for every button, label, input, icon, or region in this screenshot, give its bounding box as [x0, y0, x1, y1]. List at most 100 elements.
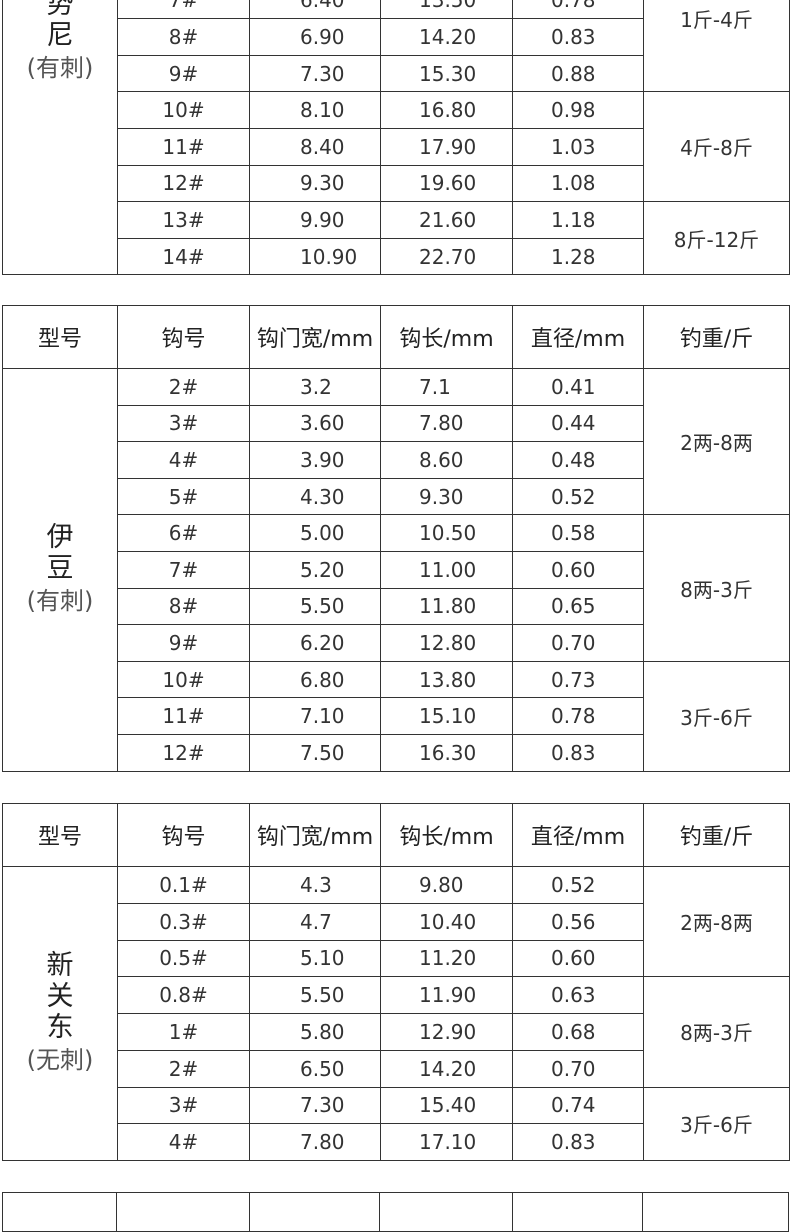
cell-text: 12# [162, 740, 205, 765]
data-cell: 7.80 [380, 404, 513, 443]
cell-text: 1# [168, 1019, 199, 1044]
cell-text: 0.65 [551, 594, 596, 619]
cell-text: 1.03 [551, 134, 596, 159]
cell-text: 14# [162, 244, 205, 269]
cell-text: 7.30 [300, 1093, 345, 1118]
data-cell: 7.30 [249, 54, 381, 93]
cell-text: 8# [168, 594, 199, 619]
cell-text: 9# [168, 61, 199, 86]
data-cell: 0.60 [512, 551, 644, 589]
data-cell: 3# [117, 1086, 250, 1125]
header-cell: 钩门宽/mm [249, 305, 381, 369]
model-name: 势 [46, 0, 74, 20]
cell-text: 7.10 [300, 704, 345, 729]
cell-text: 0.60 [551, 946, 596, 971]
cell-text: 19.60 [419, 171, 477, 196]
data-cell: 3.60 [249, 404, 381, 443]
cell-text: 0.3# [159, 909, 208, 934]
data-cell: 3# [117, 404, 250, 443]
data-cell: 1.18 [512, 201, 644, 239]
data-cell: 7# [117, 0, 250, 20]
header-cell: 钩长/mm [380, 305, 513, 369]
data-cell: 0.56 [512, 902, 644, 941]
data-cell: 0.60 [512, 939, 644, 978]
cell-text: 15.30 [419, 61, 477, 86]
cell-text: 15.10 [419, 704, 477, 729]
cell-text: 9.30 [419, 484, 464, 509]
header-cell: 钩号 [117, 803, 250, 867]
model-name: 东 [46, 1012, 74, 1043]
model-name: 新 [46, 950, 74, 981]
cell-text: 0.48 [551, 447, 596, 472]
data-cell: 0.73 [512, 660, 644, 699]
header-text: 钓重/斤 [679, 825, 754, 850]
data-cell: 9# [117, 624, 250, 662]
cell-text: 2# [168, 1056, 199, 1081]
data-cell: 16.30 [380, 734, 513, 772]
weight-text: 3斤-6斤 [680, 1113, 753, 1138]
data-cell: 12.90 [380, 1013, 513, 1051]
cell-text: 11# [162, 134, 205, 159]
cell-text: 8.60 [419, 447, 464, 472]
header-cell: 直径/mm [512, 305, 644, 369]
model-name: 豆 [46, 552, 74, 584]
data-cell: 8# [117, 18, 250, 56]
cell-text: 0.83 [551, 1130, 596, 1155]
data-cell: 13.50 [380, 0, 513, 20]
header-text: 钩长/mm [399, 825, 494, 850]
data-cell: 7# [117, 551, 250, 589]
data-cell: 0.74 [512, 1086, 644, 1125]
header-cell: 钓重/斤 [643, 803, 790, 867]
header-text: 型号 [37, 327, 82, 352]
cell-text: 4.30 [300, 484, 345, 509]
cell-text: 9.80 [419, 872, 464, 897]
data-cell: 2# [117, 1049, 250, 1088]
data-cell: 22.70 [380, 237, 513, 276]
data-cell: 4.30 [249, 477, 381, 516]
model-cell: 伊豆 (有刺) [2, 368, 118, 772]
cell-text: 11.20 [419, 946, 477, 971]
cell-text: 17.90 [419, 134, 477, 159]
data-cell: 0.52 [512, 866, 644, 904]
data-cell: 7.1 [380, 368, 513, 406]
cell-text: 11.90 [419, 983, 477, 1008]
data-cell: 17.10 [380, 1123, 513, 1161]
weight-cell: 2两-8两 [643, 866, 790, 978]
cell-text: 5.10 [300, 946, 345, 971]
data-cell: 1.03 [512, 128, 644, 166]
data-cell: 0.83 [512, 1123, 644, 1161]
cell-text: 10.90 [300, 244, 358, 269]
cell-text: 8.10 [300, 98, 345, 123]
weight-cell: 8两-3斤 [643, 514, 790, 662]
data-cell: 4# [117, 1123, 250, 1161]
data-cell: 0.78 [512, 0, 644, 20]
cell-text: 9.30 [300, 171, 345, 196]
cell-text: 6.40 [300, 0, 345, 13]
weight-cell: 2两-8两 [643, 368, 790, 516]
model-cell: 新关东 (无刺) [2, 866, 118, 1161]
data-cell: 0.58 [512, 514, 644, 552]
next-table-edge [116, 1192, 250, 1232]
header-text: 直径/mm [530, 327, 626, 352]
data-cell: 11.90 [380, 976, 513, 1014]
cell-text: 1.18 [551, 207, 596, 232]
weight-cell: 4斤-8斤 [643, 91, 790, 203]
cell-text: 11# [162, 704, 205, 729]
data-cell: 5.50 [249, 587, 381, 626]
cell-text: 14.20 [419, 24, 477, 49]
data-cell: 6.40 [249, 0, 381, 20]
weight-text: 8两-3斤 [680, 1021, 753, 1046]
data-cell: 5.80 [249, 1013, 381, 1051]
cell-text: 8# [168, 24, 199, 49]
next-table-edge [379, 1192, 513, 1232]
data-cell: 5.10 [249, 939, 381, 978]
cell-text: 9.90 [300, 207, 345, 232]
data-cell: 0.83 [512, 18, 644, 56]
data-cell: 0.88 [512, 54, 644, 93]
data-cell: 17.90 [380, 128, 513, 166]
cell-text: 5.50 [300, 983, 345, 1008]
data-cell: 0.83 [512, 734, 644, 772]
cell-text: 7.50 [300, 740, 345, 765]
data-cell: 0.3# [117, 902, 250, 941]
cell-text: 10.40 [419, 909, 477, 934]
